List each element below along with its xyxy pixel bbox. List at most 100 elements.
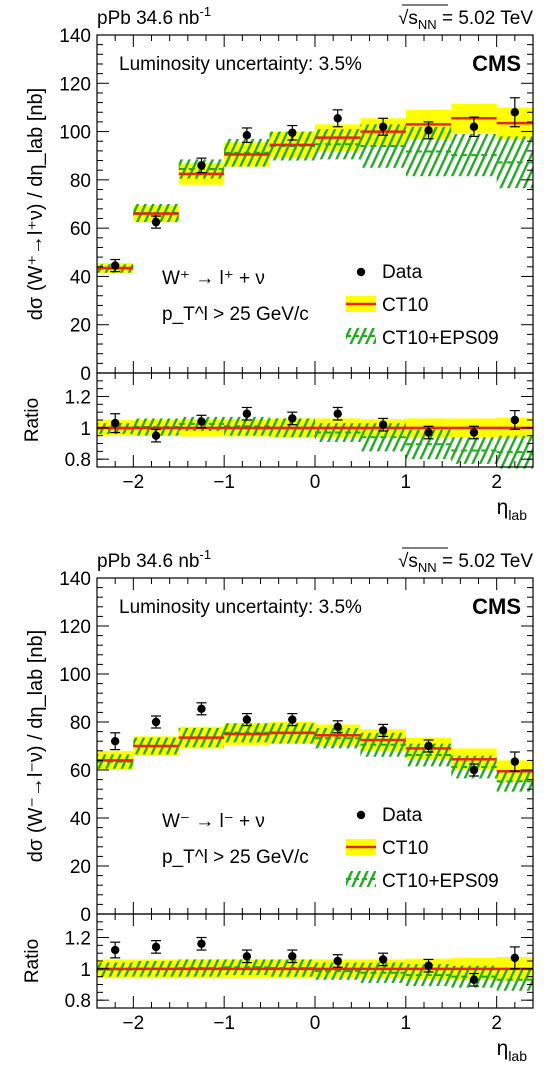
- header-energy: = 5.02 TeV: [437, 551, 534, 572]
- ratio-data-point: [242, 952, 252, 961]
- header-lumi: pPb 34.6 nb: [97, 8, 199, 29]
- header-sqrt-s: s: [408, 551, 418, 572]
- data-point: [333, 114, 342, 123]
- data-point: [378, 726, 388, 735]
- ratio-data-point: [469, 428, 479, 437]
- x-axis-title-main: η: [497, 1037, 509, 1060]
- ratio-data-point: [110, 945, 120, 955]
- process-label: W⁺ → l⁺ + ν: [162, 268, 265, 289]
- ratio-y-tick-label: 1.2: [65, 388, 91, 409]
- legend-eps09-hatch: [346, 871, 376, 887]
- data-point: [197, 704, 206, 713]
- data-point: [333, 722, 342, 731]
- ratio-y-tick-label: 1.2: [65, 929, 91, 950]
- data-point: [242, 715, 252, 724]
- header-sub-nn: NN: [418, 17, 437, 32]
- legend-label-ct10: CT10: [382, 295, 428, 316]
- y-tick-label: 100: [59, 665, 91, 686]
- cms-label: CMS: [472, 51, 521, 76]
- ratio-data-point: [469, 975, 479, 984]
- legend: Data CT10 CT10+EPS09: [346, 805, 499, 892]
- ratio-data-point: [288, 952, 297, 961]
- ratio-y-tick-label: 1: [80, 960, 91, 981]
- legend-label-data: Data: [382, 262, 423, 283]
- x-tick-label: −1: [213, 472, 235, 493]
- x-axis-title-sub: lab: [508, 507, 527, 523]
- legend-label-ct10-eps09: CT10+EPS09: [382, 871, 499, 892]
- data-point: [424, 126, 433, 135]
- figure-panel-w-minus: 0 20 40 60 80 100 120 140 0.8 1 1.2 −2 −1 0 1 2 ηlab dσ (…: [22, 547, 534, 1064]
- pt-cut-label: p_T^l > 25 GeV/c: [162, 847, 309, 868]
- y-tick-label: 120: [59, 617, 91, 638]
- y-tick-label: 80: [70, 171, 91, 192]
- legend-data-marker: [356, 810, 366, 820]
- x-tick-label: 1: [401, 472, 412, 493]
- x-tick-label: −2: [122, 472, 144, 493]
- ratio-data-point: [510, 953, 520, 963]
- y-tick-label: 0: [80, 364, 91, 385]
- data-point: [151, 717, 161, 727]
- data-point: [288, 715, 297, 724]
- ratio-data-point: [333, 409, 342, 418]
- ratio-data-point: [424, 961, 433, 970]
- ratio-data-point: [110, 418, 120, 428]
- y-tick-label: 40: [70, 809, 91, 830]
- header-left: pPb 34.6 nb-1: [97, 547, 211, 572]
- data-point: [469, 122, 479, 131]
- ratio-y-tick-label: 0.8: [65, 991, 91, 1012]
- header-lumi: pPb 34.6 nb: [97, 551, 199, 572]
- y-tick-label: 60: [70, 761, 91, 782]
- x-tick-label: −1: [213, 1013, 235, 1034]
- x-tick-label: 1: [401, 1013, 412, 1034]
- header-right: √sNN = 5.02 TeV: [398, 551, 533, 575]
- ratio-y-tick-label: 0.8: [65, 450, 91, 471]
- ratio-panel: [97, 406, 533, 469]
- ratio-data-point: [151, 942, 161, 952]
- ratio-data-point: [378, 420, 388, 429]
- data-point: [151, 217, 161, 227]
- data-point: [510, 108, 520, 117]
- x-axis-title: ηlab: [497, 1037, 528, 1064]
- data-point: [110, 737, 120, 746]
- ratio-data-point: [510, 415, 520, 425]
- ratio-y-tick-label: 1: [80, 419, 91, 440]
- ratio-data-point: [151, 431, 161, 440]
- y-axis-title: dσ (W⁻→l⁻ν) / dη_lab [nb]: [25, 630, 47, 862]
- y-tick-label: 80: [70, 713, 91, 734]
- figure-panel-w-plus: 0 20 40 60 80 100 120 140 0.8 1 1.2 −2 −1 0 1 2 ηlab dσ (…: [22, 4, 534, 523]
- data-point: [469, 765, 479, 775]
- y-tick-label: 120: [59, 74, 91, 95]
- y-tick-label: 40: [70, 267, 91, 288]
- legend: Data CT10 CT10+EPS09: [346, 262, 499, 349]
- main-panel: [97, 97, 533, 273]
- data-point: [378, 122, 388, 131]
- ratio-axis-title: Ratio: [22, 939, 43, 983]
- y-tick-label: 20: [70, 316, 91, 337]
- header-lumi-sup: -1: [199, 547, 211, 562]
- legend-eps09-hatch: [346, 328, 376, 344]
- y-tick-label: 140: [59, 26, 91, 47]
- legend-label-ct10: CT10: [382, 838, 428, 859]
- y-axis-title: dσ (W⁺→l⁺ν) / dη_lab [nb]: [25, 88, 47, 320]
- pt-cut-label: p_T^l > 25 GeV/c: [162, 304, 309, 325]
- ratio-data-point: [197, 417, 206, 426]
- ratio-panel: [97, 936, 533, 991]
- x-axis-title-main: η: [497, 496, 509, 519]
- data-point: [110, 261, 120, 270]
- header-sqrt-s: s: [408, 8, 418, 29]
- main-panel: [97, 702, 533, 792]
- y-tick-label: 0: [80, 905, 91, 926]
- header-energy: = 5.02 TeV: [437, 8, 534, 29]
- y-tick-label: 20: [70, 857, 91, 878]
- header-right: √sNN = 5.02 TeV: [398, 8, 533, 32]
- x-tick-label: 2: [491, 472, 502, 493]
- x-tick-label: 2: [491, 1013, 502, 1034]
- sqrt-sign: √: [398, 551, 409, 572]
- x-tick-label: −2: [122, 1013, 144, 1034]
- ratio-data-point: [288, 414, 297, 423]
- header-lumi-sup: -1: [199, 4, 211, 19]
- x-axis-title-sub: lab: [508, 1048, 527, 1064]
- x-tick-label: 0: [310, 1013, 321, 1034]
- x-axis-title: ηlab: [497, 496, 528, 523]
